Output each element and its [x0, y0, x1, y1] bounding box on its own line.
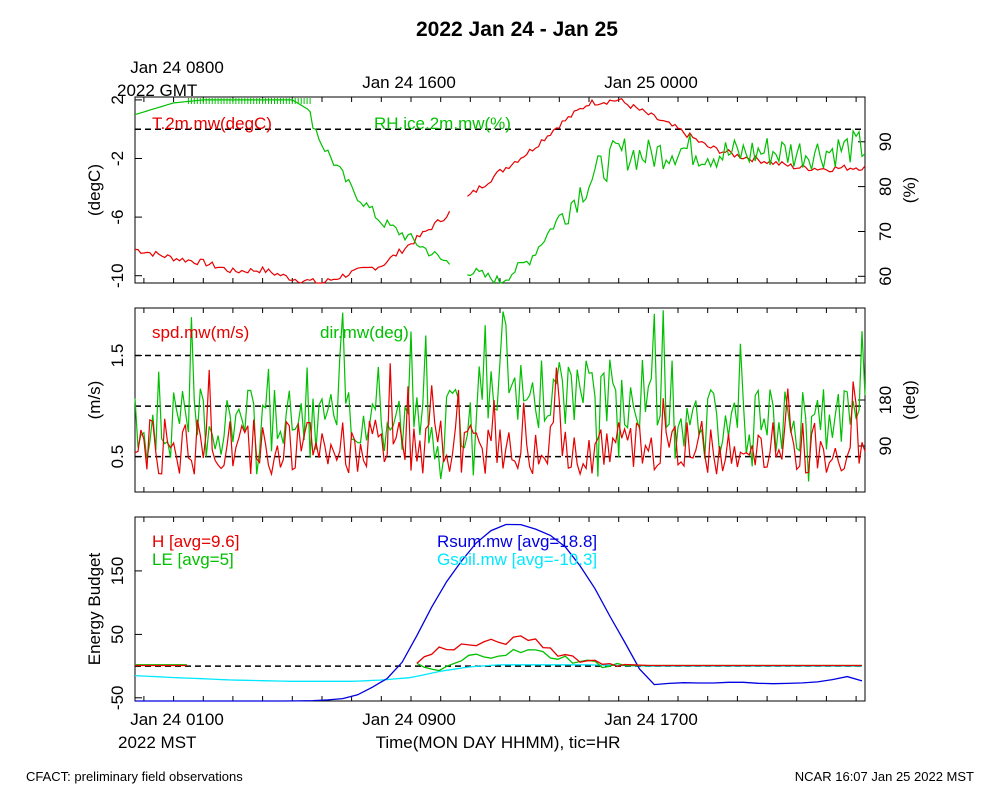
h-line: [416, 635, 862, 667]
gmt-tick-label: Jan 24 1600: [362, 73, 456, 92]
y-tick-label: 150: [108, 557, 127, 585]
legend-le: LE [avg=5]: [152, 550, 234, 569]
footer-right: NCAR 16:07 Jan 25 2022 MST: [795, 769, 974, 784]
legend-h: H [avg=9.6]: [152, 532, 239, 551]
mst-tick-label: Jan 24 1700: [604, 710, 698, 729]
legend-temperature: T.2m.mw(degC): [152, 114, 272, 133]
chart-title: 2022 Jan 24 - Jan 25: [416, 18, 618, 41]
y-tick-label: 1.5: [108, 344, 127, 368]
legend-rsum: Rsum.mw [avg=18.8]: [437, 532, 597, 551]
y-tick-label: -50: [108, 686, 127, 711]
mst-tick-label: Jan 24 0100: [130, 710, 224, 729]
y-tick-label: -6: [108, 210, 127, 225]
ylabel-degc: (degC): [85, 164, 104, 216]
speed-line: [134, 363, 866, 477]
y-tick-label-right: 90: [876, 132, 895, 151]
legend-speed: spd.mw(m/s): [152, 323, 249, 342]
mst-tick-label: Jan 24 0900: [362, 710, 456, 729]
x-axis-label: Time(MON DAY HHMM), tic=HR: [376, 733, 621, 752]
temperature-line: [134, 210, 451, 284]
y-tick-label-right: 80: [876, 177, 895, 196]
gmt-sublabel: 2022 GMT: [117, 81, 197, 100]
footer-left: CFACT: preliminary field observations: [26, 769, 243, 784]
legend-direction: dir.mw(deg): [320, 323, 409, 342]
y-tick-label: 2: [108, 95, 127, 104]
ylabel-energy: Energy Budget: [85, 552, 104, 665]
ylabel-percent: (%): [900, 177, 919, 203]
plot-layer: 2 -2 -6 -10 60 70 80 90 1.5 0.5 180 90 150 50 -50: [108, 95, 895, 710]
ylabel-ms: (m/s): [85, 381, 104, 420]
legend-humidity: RH.ice.2m.mw(%): [374, 114, 511, 133]
y-tick-label-right: 90: [876, 437, 895, 456]
y-tick-label: -2: [108, 151, 127, 166]
gmt-tick-label: Jan 24 0800: [130, 58, 224, 77]
temperature-line: [467, 97, 866, 197]
y-tick-label-right: 60: [876, 267, 895, 286]
y-tick-label-right: 70: [876, 222, 895, 241]
direction-line: [134, 310, 866, 482]
y-tick-label: 0.5: [108, 445, 127, 469]
y-tick-label-right: 180: [876, 386, 895, 414]
y-tick-label: -10: [108, 263, 127, 288]
humidity-line: [467, 128, 866, 285]
legend-gsoil: Gsoil.mw [avg=-10.3]: [437, 550, 597, 569]
ylabel-deg: (deg): [900, 380, 919, 420]
rsum-line: [135, 523, 863, 702]
le-line: [416, 648, 862, 672]
mst-sublabel: 2022 MST: [118, 733, 196, 752]
y-tick-label: 50: [108, 625, 127, 644]
gsoil-line: [134, 664, 862, 682]
gmt-tick-label: Jan 25 0000: [604, 73, 698, 92]
